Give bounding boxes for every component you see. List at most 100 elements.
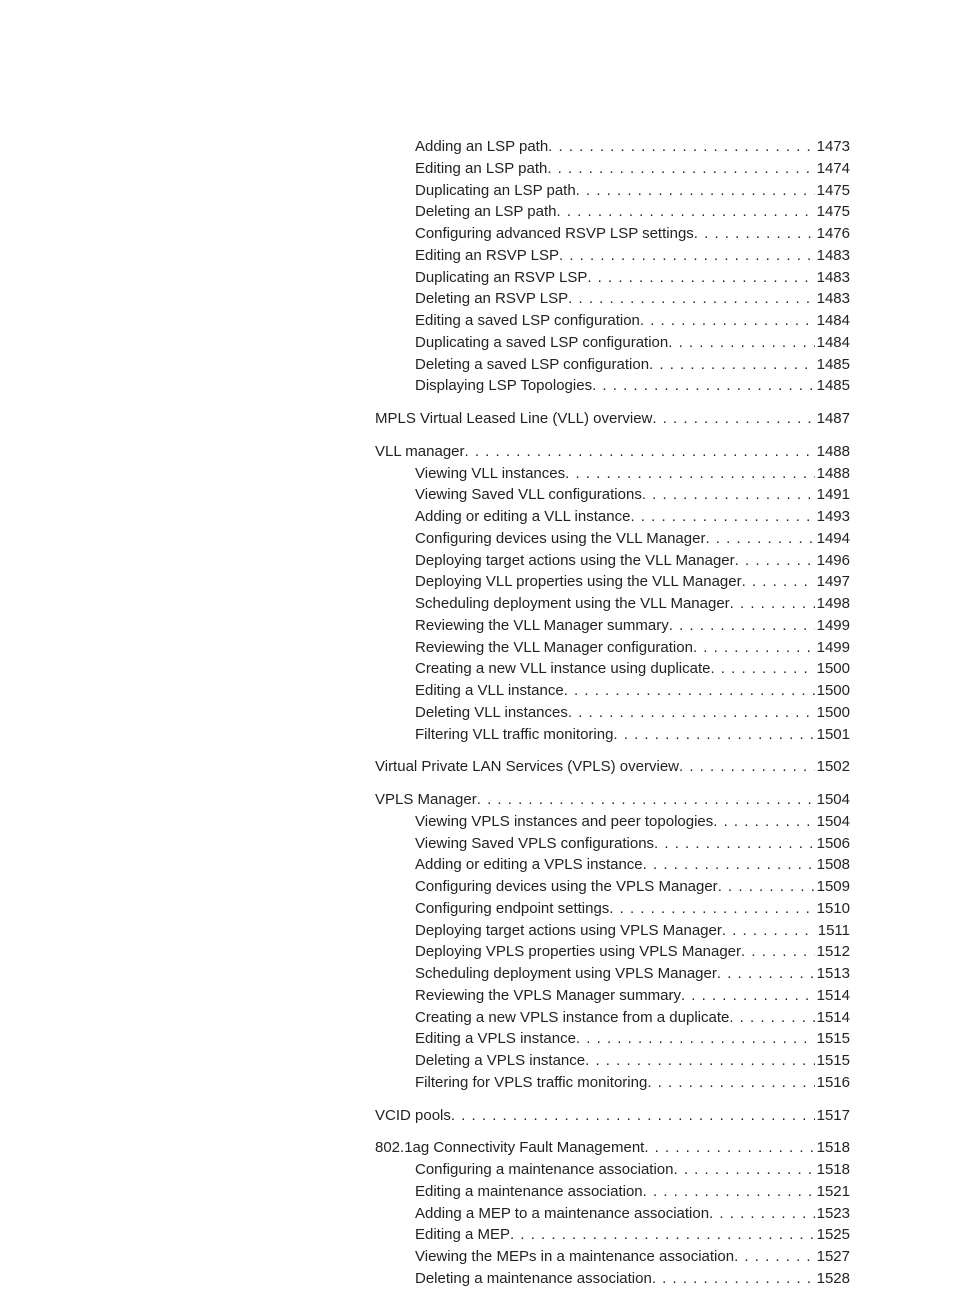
toc-entry-leader: [576, 182, 815, 201]
toc-entry: 802.1ag Connectivity Fault Management151…: [375, 1139, 850, 1158]
toc-entry-leader: [679, 758, 815, 777]
toc-entry-label: Editing a VLL instance: [415, 682, 564, 701]
toc-entry-label: Scheduling deployment using the VLL Mana…: [415, 595, 730, 614]
toc-gap: [375, 780, 850, 791]
toc-entry-leader: [694, 225, 815, 244]
toc-entry: Editing an RSVP LSP1483: [375, 247, 850, 266]
toc-entry: Configuring advanced RSVP LSP settings14…: [375, 225, 850, 244]
toc-entry: Adding or editing a VPLS instance1508: [375, 856, 850, 875]
toc-entry-label: Scheduling deployment using VPLS Manager: [415, 965, 717, 984]
toc-entry-page: 1496: [815, 552, 850, 571]
toc-entry-label: Viewing Saved VPLS configurations: [415, 835, 654, 854]
toc-entry-label: Viewing Saved VLL configurations: [415, 486, 642, 505]
toc-entry: Viewing Saved VPLS configurations1506: [375, 835, 850, 854]
toc-entry-leader: [735, 552, 815, 571]
toc-entry-label: Adding or editing a VPLS instance: [415, 856, 643, 875]
toc-entry: Editing a maintenance association1521: [375, 1183, 850, 1202]
toc-entry: Adding or editing a VLL instance1493: [375, 508, 850, 527]
toc-entry: Scheduling deployment using VPLS Manager…: [375, 965, 850, 984]
toc-entry-leader: [568, 290, 814, 309]
toc-gap: [375, 1128, 850, 1139]
toc-entry-leader: [576, 1030, 815, 1049]
toc-entry-page: 1485: [815, 377, 850, 396]
toc-entry-label: Deleting a maintenance association: [415, 1270, 652, 1289]
toc-entry-page: 1488: [815, 443, 850, 462]
toc-entry: Deploying VLL properties using the VLL M…: [375, 573, 850, 592]
toc-entry-label: Editing a saved LSP configuration: [415, 312, 640, 331]
toc-entry-leader: [652, 410, 814, 429]
toc-entry-leader: [587, 269, 814, 288]
toc-entry-label: Deploying VPLS properties using VPLS Man…: [415, 943, 741, 962]
toc-entry: Configuring a maintenance association151…: [375, 1161, 850, 1180]
toc-entry-leader: [709, 1205, 815, 1224]
toc-entry: Virtual Private LAN Services (VPLS) over…: [375, 758, 850, 777]
toc-entry-leader: [559, 247, 815, 266]
toc-entry-label: Duplicating an LSP path: [415, 182, 576, 201]
toc-entry-label: Configuring devices using the VPLS Manag…: [415, 878, 718, 897]
table-of-contents: Adding an LSP path1473Editing an LSP pat…: [375, 138, 850, 1292]
toc-entry-label: Editing a VPLS instance: [415, 1030, 576, 1049]
toc-entry: Configuring devices using the VLL Manage…: [375, 530, 850, 549]
toc-entry-page: 1525: [815, 1226, 850, 1245]
toc-entry-page: 1518: [815, 1161, 850, 1180]
toc-entry-label: Configuring endpoint settings: [415, 900, 609, 919]
toc-entry-leader: [630, 508, 814, 527]
toc-entry-label: Deleting VLL instances: [415, 704, 568, 723]
toc-entry-page: 1483: [815, 247, 850, 266]
toc-entry-label: Deploying VLL properties using the VLL M…: [415, 573, 742, 592]
toc-entry-page: 1485: [815, 356, 850, 375]
toc-entry-label: Adding or editing a VLL instance: [415, 508, 630, 527]
toc-entry-leader: [564, 682, 815, 701]
toc-entry-page: 1500: [815, 682, 850, 701]
toc-entry-page: 1475: [815, 182, 850, 201]
toc-entry-leader: [465, 443, 815, 462]
toc-entry-leader: [647, 1074, 814, 1093]
toc-entry-page: 1502: [815, 758, 850, 777]
toc-entry-page: 1484: [815, 312, 850, 331]
toc-entry-leader: [717, 965, 815, 984]
toc-entry: Creating a new VPLS instance from a dupl…: [375, 1009, 850, 1028]
toc-entry-leader: [674, 1161, 815, 1180]
toc-entry-leader: [730, 595, 815, 614]
toc-entry: Deleting an RSVP LSP1483: [375, 290, 850, 309]
toc-entry-label: Deleting a VPLS instance: [415, 1052, 585, 1071]
toc-entry-label: Filtering for VPLS traffic monitoring: [415, 1074, 647, 1093]
toc-entry-leader: [681, 987, 815, 1006]
toc-entry-label: Displaying LSP Topologies: [415, 377, 592, 396]
toc-entry-page: 1499: [815, 639, 850, 658]
toc-entry-page: 1474: [815, 160, 850, 179]
toc-entry-label: Reviewing the VPLS Manager summary: [415, 987, 681, 1006]
toc-entry: Duplicating an LSP path 1475: [375, 182, 850, 201]
toc-entry-page: 1514: [815, 1009, 850, 1028]
toc-entry-page: 1515: [815, 1030, 850, 1049]
toc-entry: VPLS Manager 1504: [375, 791, 850, 810]
toc-entry-leader: [640, 312, 815, 331]
toc-entry-label: VLL manager: [375, 443, 465, 462]
toc-entry: Duplicating an RSVP LSP1483: [375, 269, 850, 288]
toc-entry-leader: [643, 856, 815, 875]
toc-entry-label: VPLS Manager: [375, 791, 477, 810]
toc-entry-leader: [547, 160, 814, 179]
toc-entry-page: 1487: [815, 410, 850, 429]
toc-entry-page: 1500: [815, 660, 850, 679]
toc-entry: Viewing Saved VLL configurations1491: [375, 486, 850, 505]
toc-gap: [375, 747, 850, 758]
toc-entry-page: 1484: [815, 334, 850, 353]
toc-entry-label: VCID pools: [375, 1107, 451, 1126]
toc-entry-page: 1514: [815, 987, 850, 1006]
toc-entry: VLL manager 1488: [375, 443, 850, 462]
toc-entry-page: 1521: [815, 1183, 850, 1202]
toc-entry-page: 1527: [815, 1248, 850, 1267]
toc-entry-page: 1504: [815, 791, 850, 810]
toc-entry-leader: [557, 203, 815, 222]
toc-entry-label: Duplicating an RSVP LSP: [415, 269, 587, 288]
toc-entry-page: 1517: [815, 1107, 850, 1126]
toc-entry: Viewing VPLS instances and peer topologi…: [375, 813, 850, 832]
toc-entry: Creating a new VLL instance using duplic…: [375, 660, 850, 679]
toc-entry-leader: [741, 943, 815, 962]
toc-entry-leader: [510, 1226, 815, 1245]
toc-entry-leader: [451, 1107, 815, 1126]
toc-entry-page: 1476: [815, 225, 850, 244]
toc-entry: Editing an LSP path1474: [375, 160, 850, 179]
toc-entry: Displaying LSP Topologies 1485: [375, 377, 850, 396]
